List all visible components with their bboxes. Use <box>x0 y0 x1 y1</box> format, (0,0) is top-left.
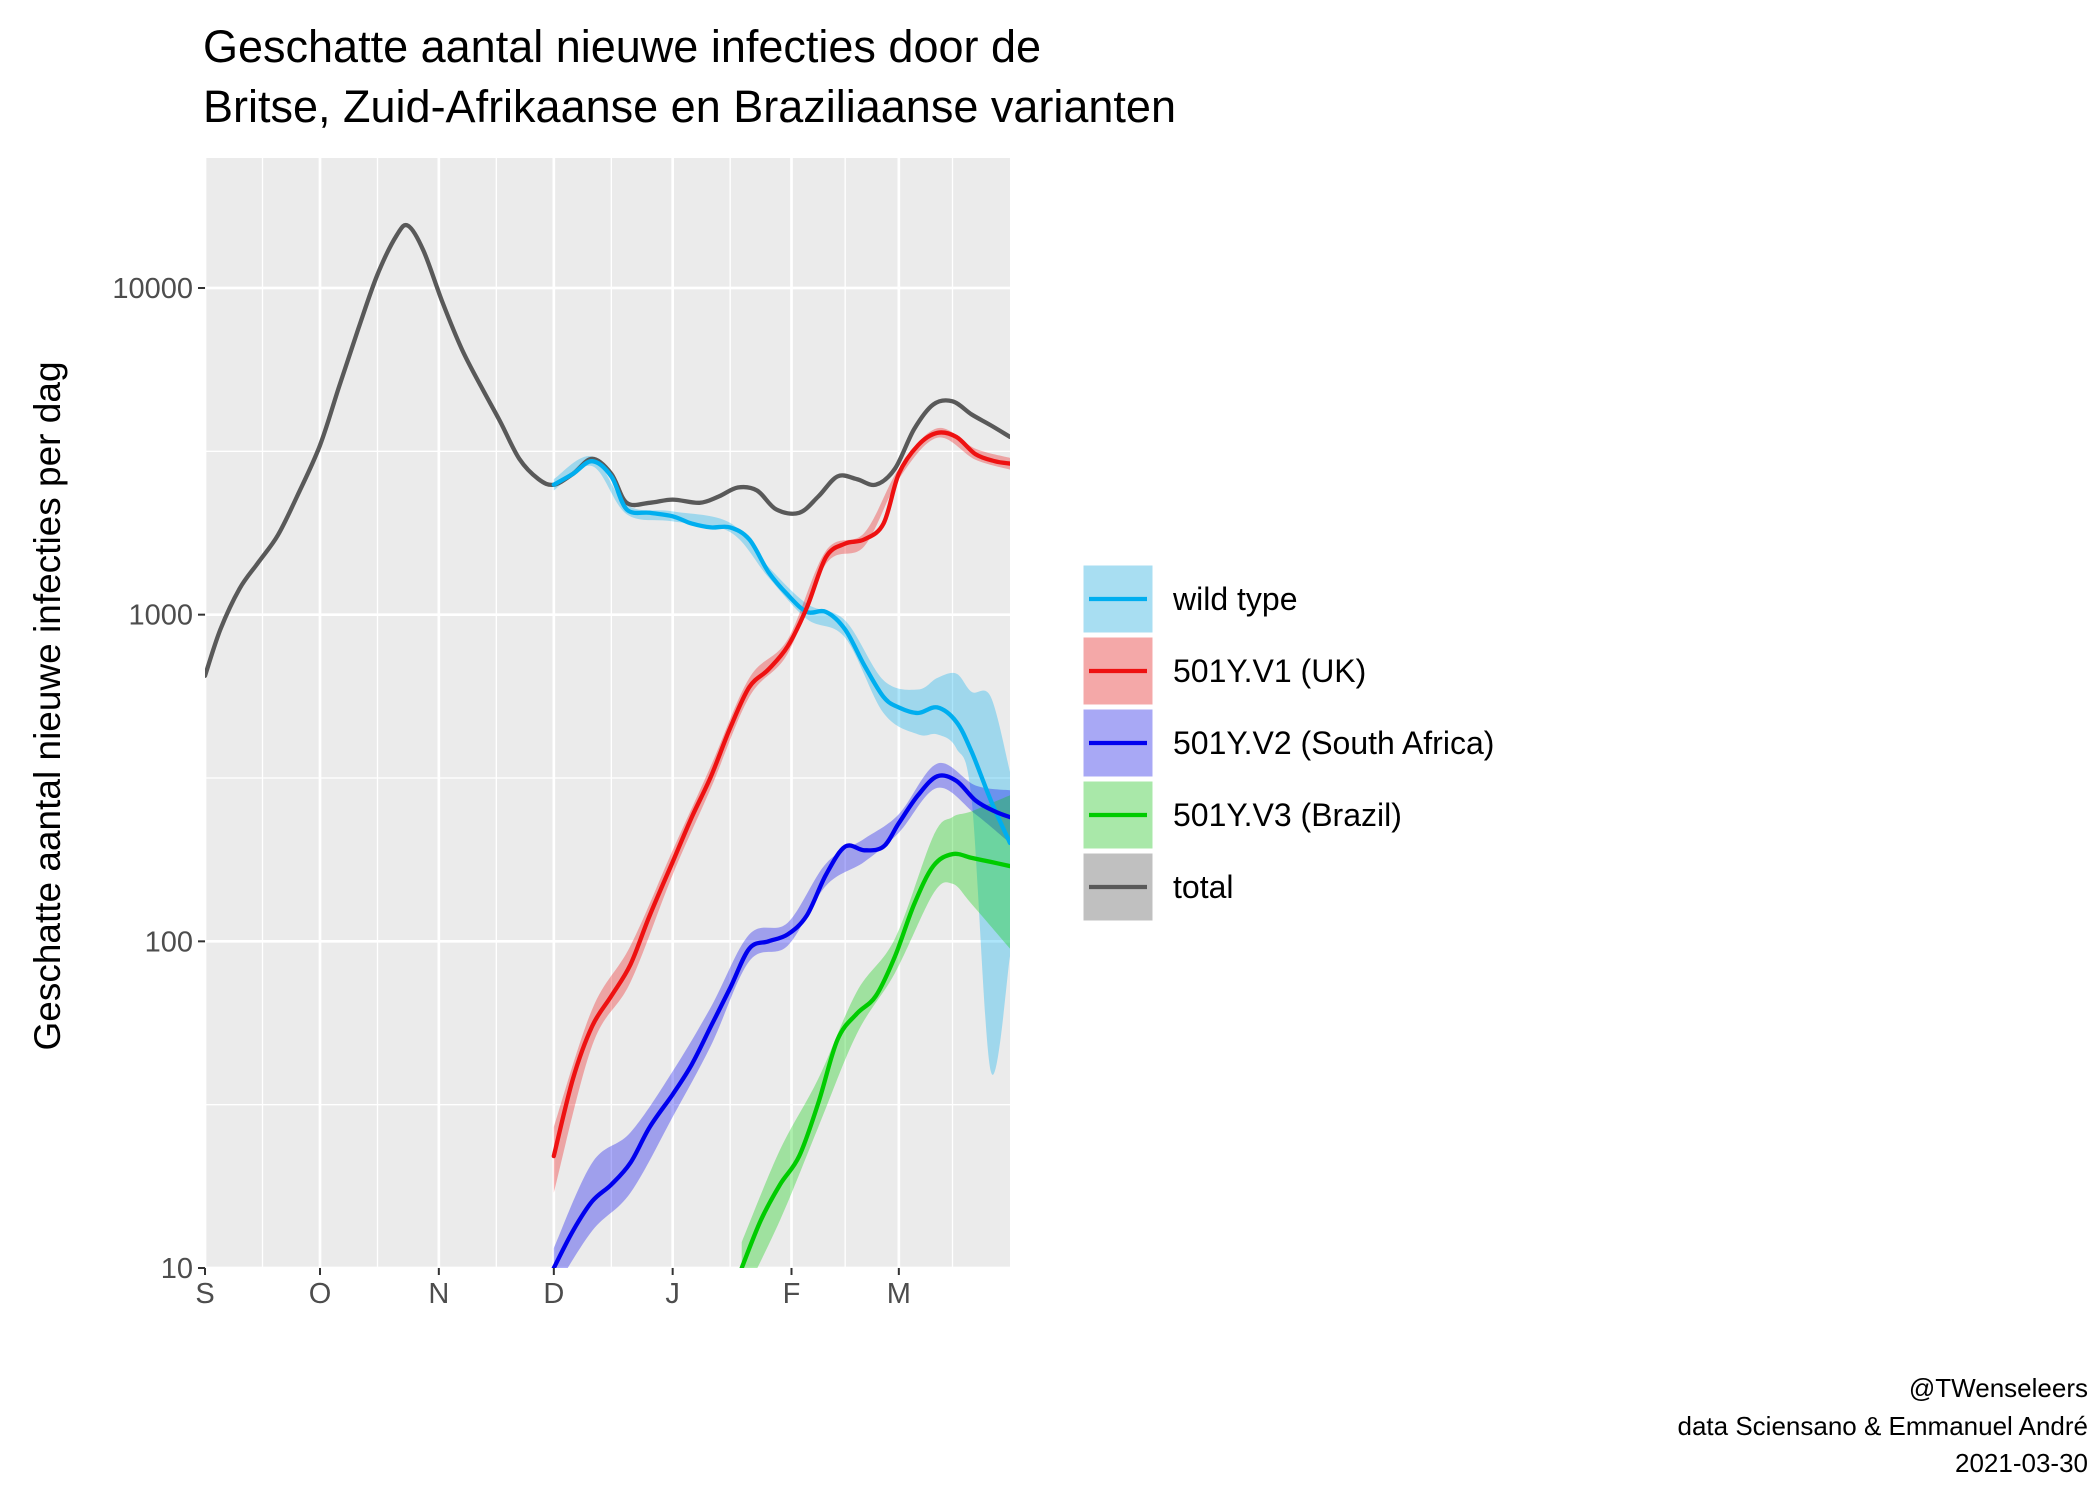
x-tick-label: N <box>428 1278 449 1310</box>
series-line-501y-v2-south-africa <box>551 773 1010 1268</box>
caption-data-source: data Sciensano & Emmanuel André <box>1678 1411 2088 1441</box>
series-line-wild-type <box>551 459 1010 846</box>
series-line-501y-v1-uk <box>551 430 1010 1159</box>
legend: wild type 501Y.V1 (UK) 501Y.V2 (South Afri… <box>1082 564 1494 922</box>
y-tick-label: 10 <box>161 1253 193 1285</box>
legend-label: wild type <box>1172 581 1298 617</box>
x-tick-label: D <box>543 1278 564 1310</box>
confidence-band-501y-v3-brazil <box>741 795 1010 1268</box>
series-lines <box>205 222 1010 1268</box>
confidence-bands <box>553 427 1010 1268</box>
x-tick-label: S <box>195 1278 214 1310</box>
confidence-band-501y-v2-south-africa <box>553 762 1010 1268</box>
x-tick-label: J <box>665 1278 680 1310</box>
series-line-total <box>205 222 1010 678</box>
gridlines <box>203 158 1010 1270</box>
y-tick-label: 10000 <box>112 273 193 305</box>
legend-label: 501Y.V1 (UK) <box>1173 653 1366 689</box>
y-axis-title: Geschatte aantal nieuwe infecties per da… <box>27 361 68 1050</box>
chart-title-line-2: Britse, Zuid-Afrikaanse en Braziliaanse … <box>203 81 1176 132</box>
y-tick-label: 1000 <box>128 600 193 632</box>
series-line-501y-v3-brazil <box>739 851 1010 1268</box>
plot-panel <box>205 158 1010 1268</box>
x-tick-label: M <box>887 1278 911 1310</box>
caption-date: 2021-03-30 <box>1955 1448 2088 1478</box>
caption-handle: @TWenseleers <box>1909 1373 2088 1403</box>
axes: 10 100 1000 10000 S O N D J F M <box>112 273 911 1310</box>
legend-label: total <box>1173 869 1233 905</box>
x-tick-label: O <box>309 1278 332 1310</box>
legend-label: 501Y.V3 (Brazil) <box>1173 797 1402 833</box>
legend-label: 501Y.V2 (South Africa) <box>1173 725 1494 761</box>
y-tick-label: 100 <box>145 926 193 958</box>
chart-title-line-1: Geschatte aantal nieuwe infecties door d… <box>203 21 1041 72</box>
x-tick-label: F <box>783 1278 801 1310</box>
